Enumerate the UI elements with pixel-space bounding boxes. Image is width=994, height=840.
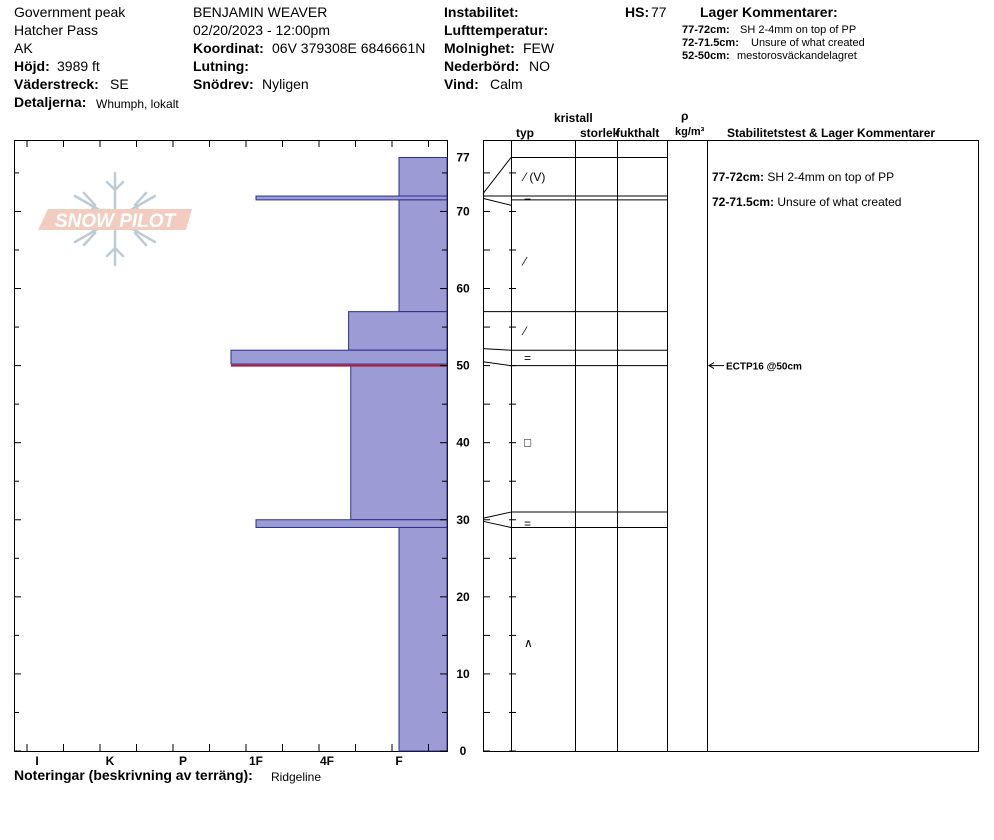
wind-value: Calm — [490, 76, 523, 92]
table-frame — [483, 140, 979, 752]
hardness-bar — [255, 519, 448, 528]
hardness-bar — [398, 199, 448, 313]
density-unit-header: kg/m³ — [675, 126, 705, 138]
depth-tick-label: 10 — [456, 667, 470, 681]
type-header: typ — [516, 126, 534, 140]
crystal-header: kristall — [554, 111, 593, 125]
wind-label: Vind: — [444, 76, 479, 92]
layer-connector — [482, 520, 512, 528]
stability-test-arrowhead — [708, 362, 715, 370]
hs-label: HS: — [625, 4, 650, 20]
slope-label: Lutning: — [193, 58, 249, 74]
sky-label: Molnighet: — [444, 40, 515, 56]
wind-load-value: Nyligen — [262, 76, 309, 92]
aspect-value: SE — [110, 76, 129, 92]
crystal-type-symbol: = — [524, 517, 531, 531]
stability-comment-text: Unsure of what created — [777, 195, 901, 209]
hardness-bar — [255, 195, 448, 201]
stability-comment: 77-72cm: SH 2-4mm on top of PP — [712, 170, 894, 184]
hardness-axis: I K P 1F 4F F — [26, 140, 429, 768]
layer-comment-range: 52-50cm: — [682, 50, 730, 62]
hardness-bar — [398, 157, 448, 197]
depth-tick-label: 30 — [456, 513, 470, 527]
crystal-type-symbol: ∧ — [524, 636, 533, 650]
location-name: Government peak — [14, 4, 126, 20]
layer-connector — [482, 157, 512, 195]
wind-load-label: Snödrev: — [193, 76, 254, 92]
hardness-tick-label: P — [179, 754, 187, 768]
hardness-tick-label: I — [35, 754, 38, 768]
coordinate-label: Koordinat: — [193, 40, 264, 56]
layer-comment-text: Unsure of what created — [751, 37, 865, 49]
hardness-bar — [398, 526, 448, 752]
depth-tick-label: 50 — [456, 359, 470, 373]
layer-connector — [482, 348, 512, 351]
details-value: Whumph, lokalt — [96, 97, 179, 111]
crystal-type-symbol: = — [524, 191, 531, 205]
depth-tick-label: 40 — [456, 436, 470, 450]
crystal-marks: ⁄ (V) = ⁄ ⁄ = □ = ∧ — [521, 170, 545, 650]
mountain-range: Hatcher Pass — [14, 22, 99, 38]
instability-label: Instabilitet: — [444, 4, 519, 20]
crystal-type-symbol: ⁄ — [521, 255, 528, 269]
stability-column: 77-72cm: SH 2-4mm on top of PP 72-71.5cm:… — [708, 170, 901, 373]
stability-comment: 72-71.5cm: Unsure of what created — [712, 195, 901, 209]
depth-tick-label: 60 — [456, 282, 470, 296]
elevation-value: 3989 ft — [57, 58, 100, 74]
crystal-type-symbol: = — [524, 351, 531, 365]
air-temp-label: Lufttemperatur: — [444, 22, 549, 38]
sky-value: FEW — [523, 40, 555, 56]
hardness-tick-label: 1F — [249, 754, 263, 768]
hardness-bar — [230, 349, 448, 365]
layer-comment-text: SH 2-4mm on top of PP — [740, 24, 857, 36]
layer-comments-title: Lager Kommentarer: — [700, 4, 838, 20]
size-header: storlek — [580, 126, 618, 140]
precip-label: Nederbörd: — [444, 58, 520, 74]
observer-name: BENJAMIN WEAVER — [193, 4, 328, 20]
stability-header: Stabilitetstest & Lager Kommentarer — [727, 126, 936, 140]
stability-comment-text: SH 2-4mm on top of PP — [767, 170, 894, 184]
notes-label: Noteringar (beskrivning av terräng): — [14, 767, 253, 783]
hardness-bar — [348, 311, 448, 351]
layer-comment-text: mestorosväckandelagret — [737, 50, 857, 62]
snowpilot-logo: SNOW PILOT — [38, 171, 192, 267]
elevation-label: Höjd: — [14, 58, 50, 74]
logo-banner — [38, 209, 192, 230]
moisture-header: fukthalt — [616, 126, 660, 140]
coordinate-value: 06V 379308E 6846661N — [272, 40, 426, 56]
details-label: Detaljerna: — [14, 94, 87, 110]
notes-value: Ridgeline — [271, 770, 322, 784]
aspect-label: Väderstreck: — [14, 76, 99, 92]
hardness-bars — [230, 157, 448, 752]
layer-connector — [482, 511, 512, 519]
state: AK — [14, 40, 33, 56]
precip-value: NO — [529, 58, 550, 74]
hardness-tick-label: F — [395, 754, 402, 768]
stability-comment-range: 72-71.5cm: — [712, 195, 777, 209]
layer-comment-range: 72-71.5cm: — [682, 37, 739, 49]
layer-connector — [482, 361, 512, 367]
crystal-type-symbol: □ — [524, 436, 531, 450]
depth-axis: 0 10 20 30 40 50 60 70 77 — [14, 151, 516, 758]
layer-connector — [482, 197, 512, 206]
depth-tick-label: 77 — [456, 151, 470, 165]
hardness-bar — [350, 365, 448, 521]
depth-tick-label: 0 — [460, 744, 467, 758]
rho-header: ρ — [681, 109, 689, 123]
layer-comment-range: 77-72cm: — [682, 24, 730, 36]
stability-test-label: ECTP16 @50cm — [726, 362, 802, 373]
layer-table — [482, 140, 979, 752]
crystal-type-symbol: ⁄ — [521, 324, 528, 338]
depth-tick-label: 70 — [456, 204, 470, 218]
crystal-type-symbol: ⁄ (V) — [521, 170, 545, 184]
hs-value: 77 — [651, 4, 667, 20]
stability-comment-range: 77-72cm: — [712, 170, 767, 184]
hardness-tick-label: 4F — [320, 754, 334, 768]
observation-datetime: 02/20/2023 - 12:00pm — [193, 22, 330, 38]
depth-tick-label: 20 — [456, 590, 470, 604]
logo-text: SNOW PILOT — [55, 211, 177, 232]
hardness-tick-label: K — [106, 754, 115, 768]
